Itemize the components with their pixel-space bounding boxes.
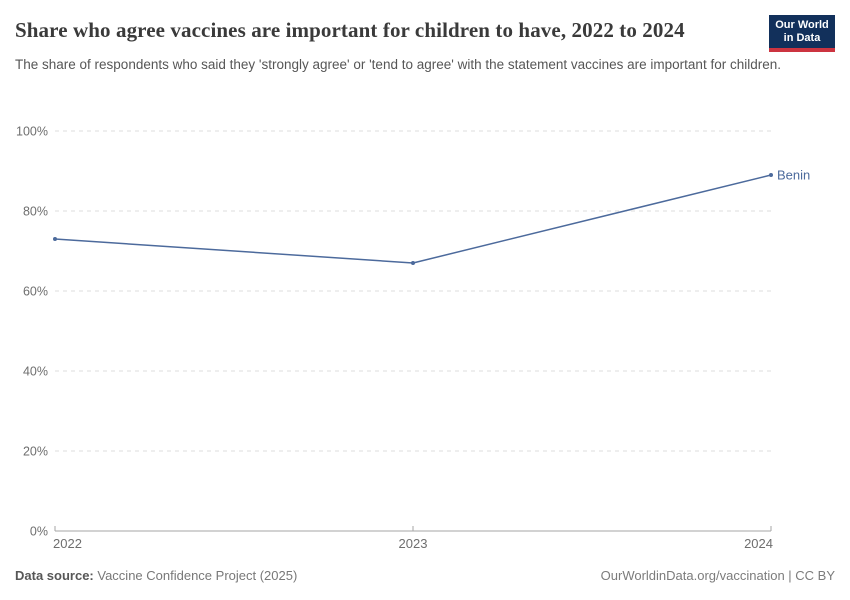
data-point[interactable] [411, 261, 415, 265]
data-source-label: Data source: [15, 568, 94, 583]
data-line[interactable] [54, 174, 772, 264]
y-axis-tick-label: 60% [23, 285, 48, 299]
data-point[interactable] [53, 237, 57, 241]
chart-footer: Data source: Vaccine Confidence Project … [15, 568, 835, 583]
y-axis-tick-label: 40% [23, 365, 48, 379]
page-title: Share who agree vaccines are important f… [15, 18, 685, 42]
y-axis-tick-label: 80% [23, 205, 48, 219]
owid-logo[interactable]: Our World in Data [769, 15, 835, 52]
license-link[interactable]: OurWorldinData.org/vaccination | CC BY [600, 568, 835, 583]
x-axis-tick-label: 2023 [399, 536, 428, 551]
data-source-value: Vaccine Confidence Project (2025) [97, 568, 298, 583]
x-axis-tick-label: 2024 [744, 536, 773, 551]
owid-logo-line1: Our World [775, 18, 829, 31]
chart-subtitle: The share of respondents who said they '… [15, 57, 781, 72]
x-axis-tick-label: 2022 [53, 536, 82, 551]
data-point[interactable] [769, 173, 773, 177]
chart-header: Share who agree vaccines are important f… [15, 13, 837, 74]
y-axis-tick-label: 100% [16, 125, 48, 139]
owid-logo-line2: in Data [783, 31, 821, 44]
series-label: Benin [777, 168, 810, 183]
line-chart[interactable]: 0% 20% 40% 60% 80% 100% 2022 2023 2024 Benin [0, 0, 850, 560]
y-axis-tick-label: 0% [30, 525, 48, 539]
data-source: Data source: Vaccine Confidence Project … [15, 568, 297, 583]
y-axis-tick-label: 20% [23, 445, 48, 459]
